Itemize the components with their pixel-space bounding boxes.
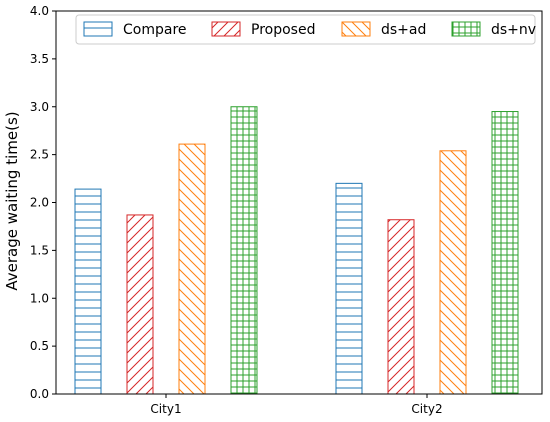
legend-item: Proposed xyxy=(211,21,315,38)
legend: Compare Proposed ds+ad ds+nv xyxy=(75,14,536,45)
bar-ds-nv-city2 xyxy=(491,111,519,395)
legend-swatch xyxy=(83,21,113,37)
x-tick-label: City1 xyxy=(150,402,181,416)
y-tick-label: 0.0 xyxy=(30,387,49,401)
bar-proposed-city2 xyxy=(387,219,415,395)
y-axis: 0.0 0.5 1.0 1.5 2.0 2.5 3.0 3.5 4.0 xyxy=(30,4,56,401)
bar-ds-ad-city1 xyxy=(178,143,206,395)
bar-ds-ad-city2 xyxy=(439,150,467,395)
bars-group xyxy=(74,106,519,395)
x-axis: City1 City2 xyxy=(150,394,443,416)
y-axis-label: Average waiting time(s) xyxy=(3,111,21,290)
y-tick-label: 0.5 xyxy=(30,339,49,353)
y-tick-label: 3.5 xyxy=(30,52,49,66)
legend-item: ds+ad xyxy=(341,21,426,38)
bar-proposed-city1 xyxy=(126,214,154,395)
y-tick-label: 3.0 xyxy=(30,100,49,114)
x-tick-label: City2 xyxy=(411,402,442,416)
legend-swatch xyxy=(341,21,371,37)
legend-item: Compare xyxy=(83,21,187,38)
legend-label: ds+nv xyxy=(491,22,536,38)
bar-ds-nv-city1 xyxy=(230,106,258,395)
y-tick-label: 4.0 xyxy=(30,4,49,18)
legend-label: Compare xyxy=(123,22,187,38)
legend-label: ds+ad xyxy=(381,22,426,38)
legend-item: ds+nv xyxy=(451,21,536,38)
y-tick-label: 2.5 xyxy=(30,148,49,162)
y-tick-label: 1.5 xyxy=(30,243,49,257)
bar-compare-city2 xyxy=(335,182,363,395)
y-tick-label: 2.0 xyxy=(30,196,49,210)
legend-label: Proposed xyxy=(251,22,315,38)
bar-compare-city1 xyxy=(74,188,102,395)
legend-frame xyxy=(75,14,536,45)
legend-swatch xyxy=(211,21,241,37)
legend-swatch xyxy=(451,21,481,37)
y-tick-label: 1.0 xyxy=(30,291,49,305)
